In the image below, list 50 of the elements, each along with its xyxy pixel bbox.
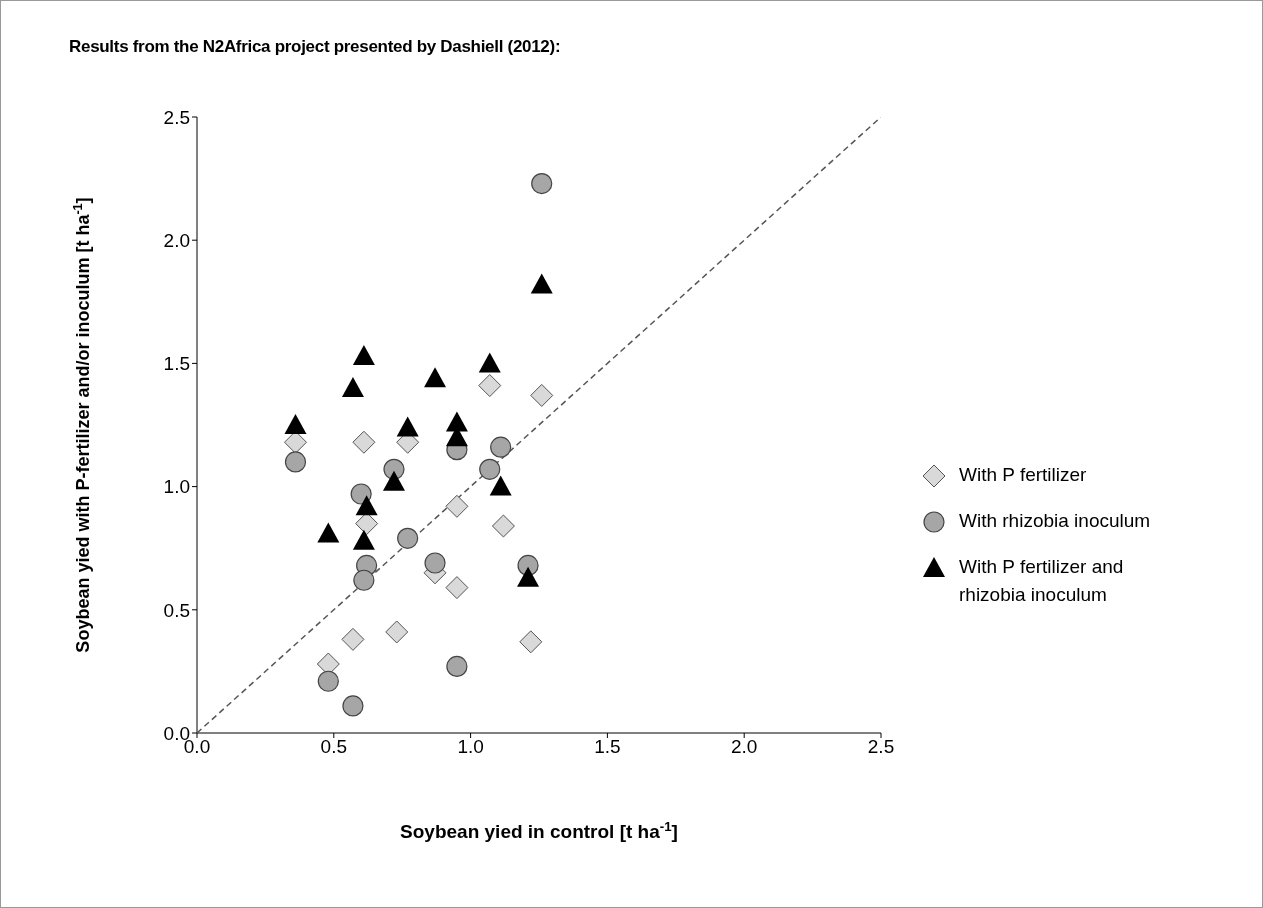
point [355,512,379,536]
point [424,552,446,574]
point [445,576,469,600]
point [531,172,553,195]
legend-label: With P fertilizer [959,463,1088,487]
chart-title: Results from the N2Africa project presented by Dashiell (2012): [69,37,561,57]
x-tick-label: 1.0 [457,736,484,758]
point [352,430,376,454]
y-tick-label: 2.0 [163,229,190,251]
point [353,569,375,591]
point [397,527,419,549]
point [446,655,468,678]
y-tick-label: 1.0 [163,476,190,498]
point [385,620,409,644]
point [445,411,468,432]
point [517,566,540,587]
point [317,522,340,543]
point [519,630,543,654]
point [530,383,554,407]
point [490,436,512,458]
point [382,470,405,491]
point [491,514,515,538]
point [317,670,339,692]
point [478,374,502,398]
legend-label: With rhizobia inoculum [959,509,1152,533]
point [342,695,364,717]
x-axis-title: Soybean yied in control [t ha$^{-1}$] [400,818,678,842]
point [396,416,419,437]
point [479,458,501,480]
legend-label: With P fertilizer and rhizobia inoculum [959,555,1125,607]
point [355,495,378,516]
x-tick-label: 1.5 [594,736,621,758]
y-tick-label: 2.5 [163,106,190,128]
point [489,475,512,496]
x-tick-label: 0.5 [320,736,348,758]
point [341,377,364,398]
point [284,414,307,434]
y-tick-label: 1.5 [163,353,190,375]
point [350,483,372,505]
point [352,529,375,550]
point [352,345,375,366]
point [341,627,365,651]
x-tick-label: 2.0 [730,736,758,758]
point [284,451,307,473]
point [424,367,447,388]
point [445,494,469,518]
x-tick-label: 2.5 [867,736,895,758]
y-tick-label: 0.5 [163,599,190,621]
point [478,352,501,373]
point [530,273,553,294]
